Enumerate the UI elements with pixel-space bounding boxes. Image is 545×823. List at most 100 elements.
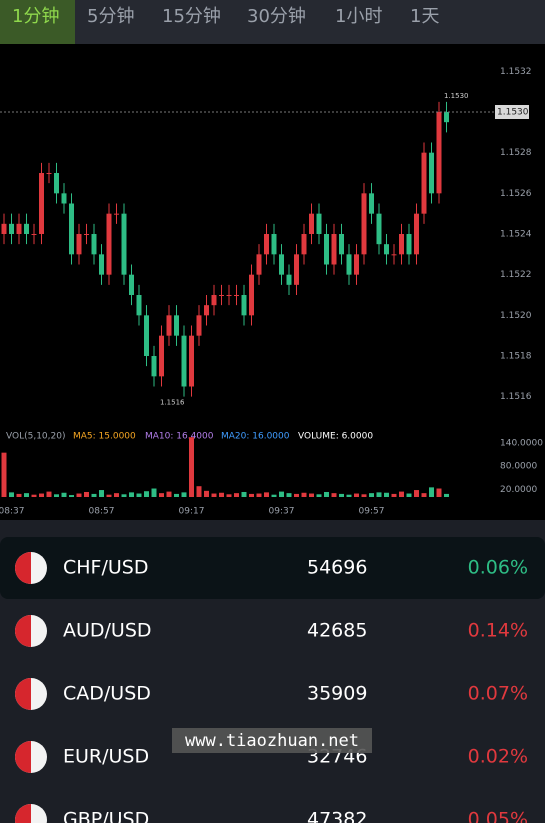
- flag-stripe: [15, 678, 31, 710]
- pair[interactable]: GBP/USD: [63, 809, 149, 823]
- volume-bar: [174, 493, 179, 497]
- tab[interactable]: 15分钟: [162, 6, 221, 27]
- candle-body: [39, 173, 44, 234]
- candle-body: [99, 254, 104, 275]
- volume-bar: [234, 493, 239, 497]
- volume-bar: [391, 493, 397, 497]
- tab[interactable]: 1分钟: [12, 6, 59, 27]
- candle-body: [211, 295, 217, 306]
- indicator-label: MA5: 15.0000: [73, 432, 136, 442]
- tab[interactable]: 1小时: [335, 6, 382, 27]
- volume-bar: [46, 491, 52, 497]
- volume-bar: [181, 492, 187, 497]
- pair[interactable]: EUR/USD: [63, 746, 149, 768]
- candle-body: [106, 213, 112, 275]
- y-tick-label: 1.1528: [500, 148, 532, 158]
- candle-body: [271, 234, 277, 255]
- candle-body: [144, 315, 149, 356]
- flag-stripe: [15, 741, 31, 773]
- volume-bar: [69, 495, 74, 497]
- volume-bar: [256, 493, 262, 497]
- y-tick-label: 1.1518: [500, 352, 532, 362]
- y-tick-label: 1.1522: [500, 270, 532, 280]
- price: 35909: [307, 683, 367, 705]
- x-tick-label: 09:57: [359, 507, 385, 517]
- flag-stripe: [15, 804, 31, 823]
- volume-bar: [129, 492, 134, 497]
- price: 47382: [307, 809, 367, 823]
- volume-bar: [54, 494, 59, 497]
- volume-bar: [309, 493, 314, 497]
- candle-body: [196, 315, 202, 336]
- volume-bar: [264, 492, 269, 497]
- last-price: 1.1530: [497, 108, 529, 118]
- candle-body: [369, 193, 374, 214]
- candle-body: [16, 223, 22, 234]
- volume-bar: [316, 494, 322, 497]
- candle-body: [414, 213, 419, 255]
- indicator-label: VOLUME: 6.0000: [298, 432, 373, 442]
- pair[interactable]: AUD/USD: [63, 620, 152, 642]
- tab-bar: [0, 0, 545, 44]
- volume-bar: [31, 494, 37, 497]
- last-price-tag: [495, 105, 529, 119]
- flag-stripe: [15, 615, 31, 647]
- volume-bar: [324, 491, 329, 497]
- tab-active-bg: [0, 0, 75, 44]
- volume-bar: [301, 492, 307, 497]
- volume-bar: [76, 493, 82, 497]
- pair[interactable]: CHF/USD: [63, 557, 148, 579]
- volume-tick-label: 80.0000: [500, 462, 537, 472]
- volume-tick-label: 140.0000: [500, 439, 543, 449]
- volume-bar: [91, 493, 97, 497]
- volume-bar: [361, 494, 367, 497]
- y-tick-label: 1.1532: [500, 67, 532, 77]
- volume-bar: [106, 494, 112, 497]
- volume-bar: [226, 494, 232, 497]
- volume-bar: [429, 487, 434, 497]
- volume-bar: [384, 492, 389, 497]
- volume-bar: [279, 491, 284, 497]
- volume-bar: [9, 492, 14, 497]
- volume-bar: [151, 488, 157, 497]
- change: 0.06%: [468, 557, 528, 579]
- volume-bar: [241, 491, 247, 497]
- price: 42685: [307, 620, 367, 642]
- volume-bar: [39, 493, 44, 497]
- volume-bar: [369, 493, 374, 497]
- high-annotation: 1.1530: [444, 92, 469, 100]
- volume-bar: [249, 493, 254, 497]
- watermark: www.tiaozhuan.net: [185, 731, 359, 751]
- volume-bar: [16, 493, 22, 497]
- volume-bar: [196, 486, 202, 497]
- pair[interactable]: CAD/USD: [63, 683, 151, 705]
- candle-body: [136, 295, 142, 316]
- volume-bar: [189, 437, 194, 497]
- candle-body: [286, 274, 292, 285]
- candle-body: [114, 213, 119, 215]
- price: 54696: [307, 557, 367, 579]
- candle-body: [331, 234, 337, 265]
- tab[interactable]: 30分钟: [247, 6, 306, 27]
- volume-bar: [399, 491, 404, 497]
- tab[interactable]: 5分钟: [87, 6, 134, 27]
- candle-body: [129, 274, 134, 295]
- candle-body: [24, 223, 29, 234]
- candle-body: [241, 295, 247, 316]
- candle-body: [309, 213, 314, 234]
- tab[interactable]: 1天: [410, 6, 439, 27]
- candle-body: [339, 234, 344, 255]
- candle-body: [429, 152, 434, 194]
- candle-body: [61, 193, 67, 204]
- candle-body: [301, 234, 307, 255]
- volume-bar: [166, 491, 172, 497]
- volume-bar: [346, 494, 352, 497]
- change: 0.05%: [468, 809, 528, 823]
- candle-body: [174, 315, 179, 336]
- x-tick-label: 09:17: [179, 507, 205, 517]
- candle-body: [166, 315, 172, 336]
- x-tick-label: 09:37: [269, 507, 295, 517]
- selected-row: [0, 537, 545, 599]
- candle-body: [1, 223, 7, 234]
